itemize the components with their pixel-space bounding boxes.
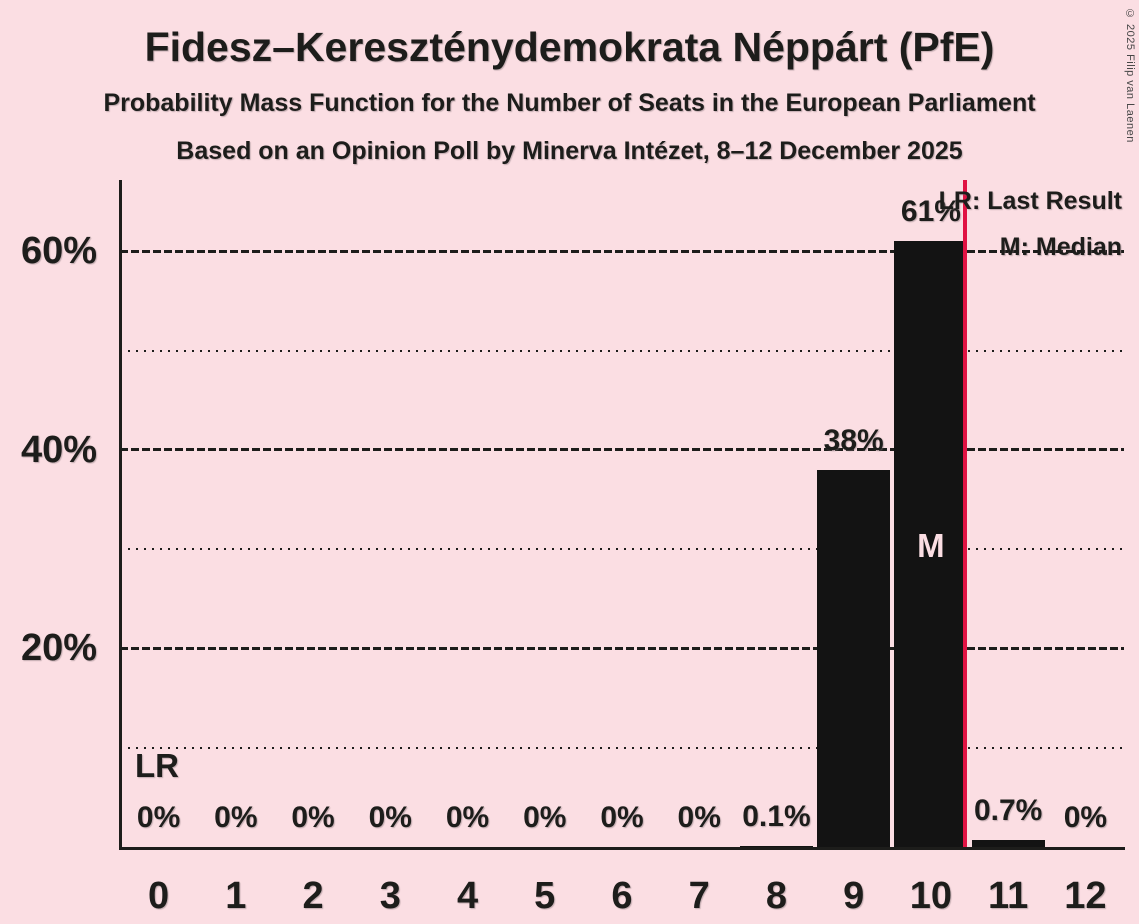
bar-value-label: 0% [523,801,567,834]
bar-value-label: 38% [823,424,884,457]
bar-seat-8 [739,846,813,847]
x-axis-tick-label: 3 [379,875,401,917]
median-label: M [917,527,945,564]
y-axis-line [119,180,122,850]
legend-last-result: LR: Last Result [938,187,1122,215]
y-axis-tick-label: 20% [20,627,97,670]
subtitle-line-1: Probability Mass Function for the Number… [103,89,1036,117]
x-axis-line [119,847,1125,850]
bar-value-label: 0% [600,801,644,834]
x-axis-tick-label: 2 [302,875,324,917]
x-axis-tick-label: 11 [988,875,1029,917]
gridline-minor-30pct [120,548,1124,551]
y-axis-tick-label: 60% [20,230,97,273]
subtitle-line-2: Based on an Opinion Poll by Minerva Inté… [176,137,963,165]
bar-seat-9 [817,470,891,847]
legend-median: M: Median [999,233,1122,261]
bar-value-label: 0% [1063,801,1108,834]
x-axis-tick-label: 12 [1064,875,1107,917]
x-axis-tick-label: 0 [148,875,170,917]
y-axis-tick-label: 40% [20,428,97,471]
bar-value-label: 0% [136,801,181,834]
x-axis-tick-label: 9 [843,875,865,917]
bar-seat-10 [894,241,968,847]
bar-value-label: 0% [291,801,335,834]
gridline-minor-10pct [120,746,1124,749]
copyright-text: © 2025 Filip van Laenen [1124,8,1136,143]
bar-seat-11 [971,840,1045,847]
gridline-minor-50pct [120,349,1124,352]
bar-value-label: 0.7% [973,794,1043,827]
page-title: Fidesz–Kereszténydemokrata Néppárt (PfE) [144,24,995,70]
x-axis-tick-label: 4 [456,875,479,917]
gridline-major-40pct [120,448,1124,452]
x-axis-tick-label: 8 [765,875,788,917]
x-axis-tick-label: 6 [611,875,633,917]
x-axis-tick-label: 1 [225,875,247,917]
bar-value-label: 61% [900,195,961,228]
bar-value-label: 0% [445,801,490,834]
legend: LR: Last Result M: Median [939,186,1122,262]
last-result-line [963,180,967,847]
gridline-major-20pct [120,646,1124,650]
bar-value-label: 0.1% [742,800,811,833]
x-axis-tick-label: 7 [688,875,710,917]
x-axis-tick-label: 5 [534,875,556,917]
x-axis-tick-label: 10 [909,875,953,917]
bar-value-label: 0% [677,801,721,834]
gridline-major-60pct [120,249,1124,253]
bar-value-label: 0% [368,801,412,834]
last-result-label: LR [135,747,179,784]
bar-value-label: 0% [214,801,258,834]
